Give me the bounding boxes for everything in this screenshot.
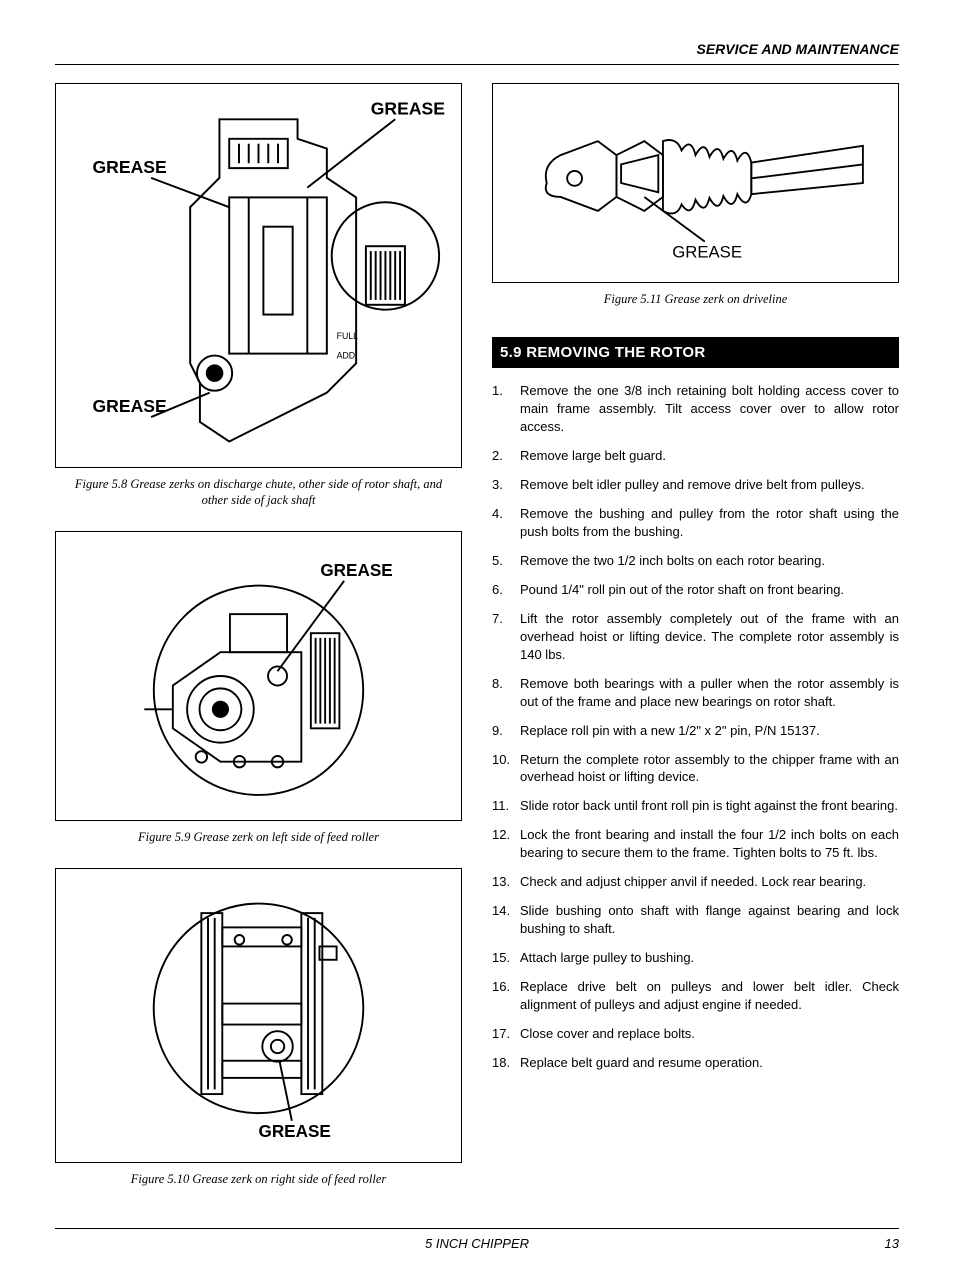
- svg-text:ADD: ADD: [337, 350, 356, 360]
- step-item: Return the complete rotor assembly to th…: [492, 751, 899, 787]
- figure-5-8-image: GREASE GREASE GREASE: [55, 83, 462, 468]
- step-item: Check and adjust chipper anvil if needed…: [492, 873, 899, 891]
- figure-5-11: GREASE: [492, 83, 899, 308]
- step-item: Remove both bearings with a puller when …: [492, 675, 899, 711]
- figure-5-10-caption: Figure 5.10 Grease zerk on right side of…: [55, 1171, 462, 1188]
- figure-5-8: GREASE GREASE GREASE: [55, 83, 462, 510]
- figure-5-9-caption: Figure 5.9 Grease zerk on left side of f…: [55, 829, 462, 846]
- grease-zerk-left-feed-icon: GREASE: [62, 538, 455, 814]
- step-item: Replace belt guard and resume operation.: [492, 1054, 899, 1072]
- step-item: Replace drive belt on pulleys and lower …: [492, 978, 899, 1014]
- step-item: Remove the one 3/8 inch retaining bolt h…: [492, 382, 899, 436]
- page-header: SERVICE AND MAINTENANCE: [55, 40, 899, 65]
- step-item: Slide bushing onto shaft with flange aga…: [492, 902, 899, 938]
- left-column: GREASE GREASE GREASE: [55, 83, 462, 1211]
- step-item: Lift the rotor assembly completely out o…: [492, 610, 899, 664]
- header-section-title: SERVICE AND MAINTENANCE: [697, 41, 900, 57]
- procedure-steps: Remove the one 3/8 inch retaining bolt h…: [492, 382, 899, 1071]
- page-footer: 5 INCH CHIPPER 13: [55, 1228, 899, 1253]
- step-item: Remove the two 1/2 inch bolts on each ro…: [492, 552, 899, 570]
- figure-5-8-caption: Figure 5.8 Grease zerks on discharge chu…: [55, 476, 462, 510]
- step-item: Remove the bushing and pulley from the r…: [492, 505, 899, 541]
- footer-page-number: 13: [885, 1235, 899, 1253]
- grease-label-bottom: GREASE: [93, 396, 167, 416]
- step-item: Slide rotor back until front roll pin is…: [492, 797, 899, 815]
- figure-5-11-image: GREASE: [492, 83, 899, 283]
- step-item: Lock the front bearing and install the f…: [492, 826, 899, 862]
- step-item: Close cover and replace bolts.: [492, 1025, 899, 1043]
- step-item: Attach large pulley to bushing.: [492, 949, 899, 967]
- step-item: Remove belt idler pulley and remove driv…: [492, 476, 899, 494]
- section-heading: 5.9 REMOVING THE ROTOR: [492, 337, 899, 368]
- grease-zerks-discharge-icon: GREASE GREASE GREASE: [62, 90, 455, 461]
- step-item: Remove large belt guard.: [492, 447, 899, 465]
- figure-5-11-caption: Figure 5.11 Grease zerk on driveline: [492, 291, 899, 308]
- footer-product: 5 INCH CHIPPER: [425, 1235, 529, 1253]
- grease-label: GREASE: [259, 1121, 331, 1141]
- section-heading-text: 5.9 REMOVING THE ROTOR: [500, 344, 706, 361]
- figure-5-10: GREASE: [55, 868, 462, 1188]
- svg-text:FULL: FULL: [337, 331, 359, 341]
- figure-5-9-image: GREASE: [55, 531, 462, 821]
- grease-label: GREASE: [320, 560, 392, 580]
- step-item: Pound 1/4" roll pin out of the rotor sha…: [492, 581, 899, 599]
- figure-5-10-image: GREASE: [55, 868, 462, 1163]
- grease-zerk-driveline-icon: GREASE: [499, 90, 892, 276]
- grease-label-left: GREASE: [93, 157, 167, 177]
- grease-zerk-right-feed-icon: GREASE: [62, 875, 455, 1156]
- grease-label: GREASE: [672, 242, 742, 261]
- step-item: Replace roll pin with a new 1/2" x 2" pi…: [492, 722, 899, 740]
- grease-label-top: GREASE: [371, 98, 445, 118]
- right-column: GREASE: [492, 83, 899, 1211]
- content-columns: GREASE GREASE GREASE: [55, 83, 899, 1211]
- figure-5-9: GREASE: [55, 531, 462, 846]
